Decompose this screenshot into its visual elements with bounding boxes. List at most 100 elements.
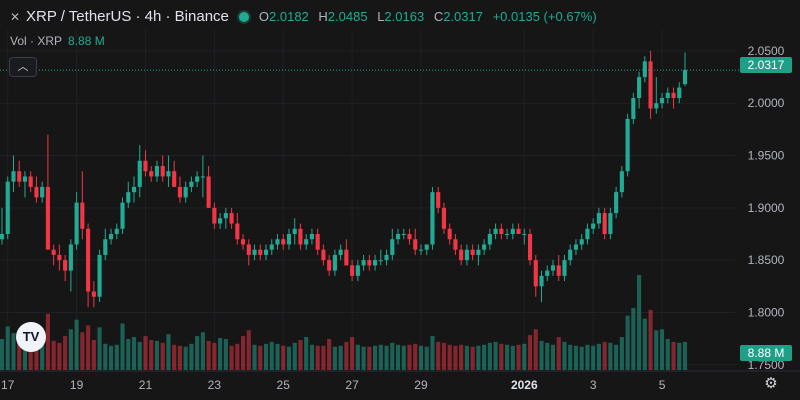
- volume-bar: [17, 341, 22, 370]
- candle-body: [258, 249, 263, 255]
- candle-body: [97, 254, 102, 297]
- volume-bar: [573, 345, 579, 370]
- candle-body: [286, 234, 292, 245]
- candle-body: [338, 249, 343, 255]
- volume-bar: [562, 341, 567, 370]
- price-tick-label: 2.0500: [748, 44, 785, 58]
- candle-body: [195, 176, 200, 182]
- last-volume-tag: 8.88 M: [740, 345, 792, 361]
- volume-bar: [424, 346, 429, 370]
- volume-bar: [45, 313, 50, 370]
- candle-body: [235, 223, 240, 240]
- candle-body: [114, 228, 119, 234]
- close-value: 2.0317: [443, 9, 483, 24]
- symbol-close-icon[interactable]: ✕: [10, 9, 21, 24]
- candle-body: [28, 176, 33, 187]
- candle-body: [177, 186, 182, 198]
- candle-body: [80, 202, 85, 229]
- volume-bar: [682, 341, 688, 370]
- volume-bar: [206, 340, 211, 370]
- candle-body: [395, 234, 401, 240]
- candle-body: [91, 291, 96, 297]
- time-tick-label: 19: [70, 378, 84, 392]
- candle-body: [166, 171, 171, 177]
- candle-body: [143, 160, 148, 172]
- close-label: C: [433, 9, 444, 24]
- last-price-tag: 2.0317: [740, 57, 792, 73]
- time-tick-label: 3: [590, 378, 597, 392]
- candle-body: [436, 192, 441, 208]
- collapse-legend-button[interactable]: ︿: [9, 57, 37, 77]
- candle-body: [275, 239, 280, 245]
- candle-body: [378, 260, 383, 262]
- volume-bar: [677, 342, 682, 370]
- candle-body: [74, 202, 79, 245]
- candle-body: [309, 234, 314, 240]
- candle-body: [367, 260, 372, 266]
- candle-body: [160, 166, 165, 177]
- volume-bar: [545, 342, 550, 370]
- volume-bar: [149, 339, 154, 370]
- time-tick-label: 29: [414, 378, 428, 392]
- candle-body: [350, 265, 355, 276]
- volume-bar: [367, 346, 372, 370]
- candle-body: [252, 249, 257, 255]
- volume-bar: [499, 343, 504, 370]
- volume-bar: [114, 344, 119, 370]
- price-tick-label: 1.8500: [748, 253, 785, 267]
- tradingview-logo[interactable]: TV: [16, 322, 46, 352]
- volume-bar: [304, 337, 309, 370]
- time-axis[interactable]: 17 19 21 23 25 27 29 2026 3 5: [0, 370, 800, 392]
- price-tick-label: 1.8000: [748, 305, 785, 319]
- candle-body: [17, 171, 22, 182]
- candle-body: [51, 249, 56, 255]
- volume-bar: [332, 346, 337, 370]
- candle-body: [40, 186, 45, 198]
- candle-body: [154, 166, 160, 177]
- candle-body: [527, 234, 533, 261]
- gear-icon[interactable]: ⚙: [764, 375, 778, 392]
- candle-body: [476, 249, 481, 255]
- symbol-title[interactable]: XRP / TetherUS · 4h · Binance: [26, 8, 229, 25]
- volume-bar: [533, 329, 538, 370]
- price-tick-label: 2.0000: [748, 96, 785, 110]
- volume-bar: [160, 342, 165, 370]
- volume-bar: [608, 342, 613, 370]
- volume-bar: [596, 343, 601, 370]
- candle-body: [413, 239, 418, 250]
- volume-bar: [527, 335, 533, 370]
- candle-body: [482, 244, 487, 250]
- price-axis[interactable]: 2.0500 2.0000 1.9500 1.9000 1.8500 1.8000 1.75…: [748, 44, 785, 372]
- volume-label: Vol · XRP: [10, 34, 63, 48]
- candle-body: [625, 118, 630, 172]
- candle-body: [223, 213, 228, 219]
- candle-body: [206, 176, 211, 208]
- volume-bar: [327, 338, 332, 370]
- volume-bar: [522, 343, 527, 370]
- candle-body: [292, 228, 297, 234]
- volume-bar: [436, 341, 441, 370]
- volume-bar: [177, 345, 182, 370]
- candle-body: [108, 234, 114, 240]
- candle-body: [424, 244, 429, 250]
- volume-bar: [218, 338, 223, 370]
- candle-body: [281, 239, 286, 245]
- candle-body: [269, 244, 274, 250]
- high-label: H: [318, 9, 328, 24]
- candle-body: [596, 213, 601, 224]
- candle-body: [200, 176, 205, 178]
- volume-bar: [631, 307, 636, 370]
- volume-bar: [510, 345, 515, 370]
- candle-body: [447, 228, 452, 240]
- time-tick-label: 27: [345, 378, 359, 392]
- volume-bar: [637, 275, 642, 370]
- volume-bar: [418, 345, 424, 370]
- volume-bars: [0, 275, 688, 370]
- candle-body: [315, 234, 320, 250]
- candle-body: [499, 228, 504, 234]
- volume-bar: [614, 344, 619, 370]
- volume-bar: [625, 315, 630, 370]
- ohlc-values: O2.0182 H2.0485 L2.0163 C2.0317 +0.0135 …: [259, 9, 603, 24]
- candle-body: [550, 265, 556, 271]
